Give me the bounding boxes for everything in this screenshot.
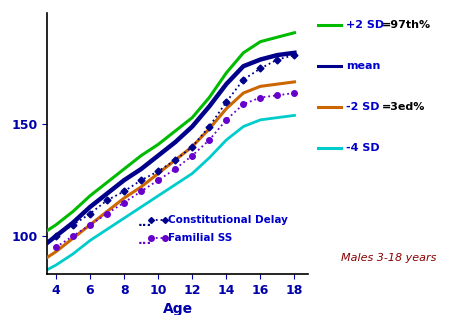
Text: +2 SD: +2 SD	[346, 20, 384, 30]
Text: ...: ...	[138, 234, 152, 247]
Text: Constitutional Delay: Constitutional Delay	[168, 215, 288, 226]
X-axis label: Age: Age	[163, 302, 193, 315]
Text: mean: mean	[346, 61, 381, 71]
Text: =3ed%: =3ed%	[382, 102, 425, 112]
Text: ...: ...	[138, 216, 152, 229]
Text: Males 3-18 years: Males 3-18 years	[341, 253, 437, 263]
Text: -4 SD: -4 SD	[346, 143, 380, 153]
Text: Familial SS: Familial SS	[168, 233, 233, 243]
Text: =97th%: =97th%	[382, 20, 431, 30]
Text: -2 SD: -2 SD	[346, 102, 380, 112]
